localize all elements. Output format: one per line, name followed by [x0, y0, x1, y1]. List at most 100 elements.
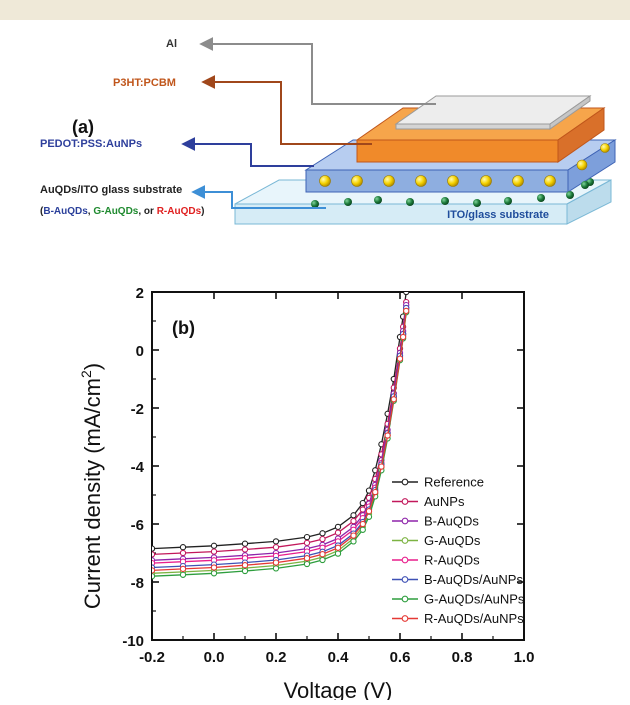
- al-label: Al: [166, 38, 177, 50]
- legend-marker: [401, 576, 409, 583]
- legend-label: G-AuQDs/AuNPs: [424, 592, 525, 607]
- legend-item: Reference: [392, 475, 484, 490]
- data-point: [210, 542, 218, 549]
- data-point: [152, 559, 156, 567]
- series-line: [152, 312, 407, 577]
- x-tick-label: 0.2: [266, 649, 287, 666]
- data-point: [241, 562, 249, 569]
- data-point: [303, 539, 311, 547]
- data-point: [334, 523, 342, 531]
- legend-item: R-AuQDs/AuNPs: [392, 611, 524, 626]
- y-tick-label: -8: [131, 575, 144, 592]
- al-arrow: [199, 37, 436, 105]
- data-point: [319, 535, 326, 543]
- variant-r: R-AuQDs: [157, 206, 202, 217]
- ito-label: ITO/glass substrate: [447, 209, 549, 221]
- panel-b-label: (b): [172, 318, 195, 338]
- auqds-arrow: [191, 185, 326, 209]
- data-point: [365, 508, 373, 515]
- jv-chart: -0.2 0.0 0.2 0.4 0.6 0.8 1.0 -10 -8 -6 -4 -2 0 2 Ref…: [78, 285, 534, 703]
- data-point: [350, 532, 357, 539]
- data-point: [152, 573, 156, 580]
- data-point: [359, 526, 366, 533]
- series-r-auqds: [152, 304, 410, 567]
- legend-marker: [401, 595, 409, 603]
- legend-marker: [401, 517, 409, 525]
- legend-label: AuNPs: [424, 494, 465, 509]
- legend-label: R-AuQDs/AuNPs: [424, 611, 524, 626]
- data-point: [378, 463, 385, 470]
- y-tick-label: -6: [131, 517, 144, 534]
- legend-item: B-AuQDs/AuNPs: [392, 572, 523, 587]
- legend-item: B-AuQDs: [392, 514, 479, 529]
- legend-marker: [401, 537, 409, 544]
- data-point: [390, 396, 397, 403]
- legend-item: G-AuQDs/AuNPs: [392, 592, 525, 607]
- legend-item: G-AuQDs: [392, 533, 481, 548]
- series-line: [152, 307, 407, 564]
- y-axis-label: Current density (mA/cm2): [78, 363, 105, 609]
- series-g-auqds-aunps: [152, 309, 410, 580]
- p3ht-label: P3HT:PCBM: [113, 77, 176, 89]
- legend-item: AuNPs: [392, 494, 465, 509]
- data-point: [272, 559, 280, 566]
- data-point: [396, 355, 404, 362]
- data-point: [372, 488, 379, 496]
- variant-b: B-AuQDs: [43, 206, 88, 217]
- x-tick-label: 0.8: [452, 649, 473, 666]
- data-point: [272, 544, 280, 551]
- series-line: [152, 292, 407, 550]
- p3ht-arrow: [201, 75, 372, 145]
- data-point: [403, 292, 410, 296]
- data-point: [319, 530, 326, 537]
- data-point: [152, 551, 156, 558]
- series-b-auqds: [152, 301, 410, 564]
- series-b-auqds-aunps: [152, 304, 410, 571]
- y-tick-label: -10: [122, 633, 144, 650]
- data-point: [319, 551, 326, 558]
- x-axis-ticks: -0.2 0.0 0.2 0.4 0.6 0.8 1.0: [139, 292, 534, 666]
- data-point: [241, 540, 249, 547]
- x-tick-label: 0.0: [204, 649, 225, 666]
- data-point: [334, 529, 342, 536]
- data-point: [152, 545, 156, 552]
- plot-border: [151, 291, 525, 641]
- legend-item: R-AuQDs: [392, 553, 480, 568]
- data-point: [210, 548, 218, 555]
- gold-nanoparticles: [319, 143, 610, 187]
- data-point: [179, 565, 187, 573]
- legend-label: G-AuQDs: [424, 533, 481, 548]
- x-tick-label: -0.2: [139, 649, 165, 666]
- x-tick-label: 1.0: [514, 649, 535, 666]
- al-layer: [394, 95, 592, 130]
- legend-marker: [401, 478, 409, 486]
- data-point: [303, 533, 311, 541]
- data-point: [334, 550, 342, 557]
- y-axis-ticks: -10 -8 -6 -4 -2 0 2: [122, 285, 524, 650]
- legend: Reference AuNPs B-AuQDs G-AuQDs R-AuQDs B-AuQ…: [392, 475, 525, 626]
- legend-marker: [401, 556, 409, 564]
- data-point: [179, 544, 187, 551]
- panel-a-label: (a): [72, 117, 94, 137]
- data-point: [210, 564, 218, 571]
- y-tick-label: 0: [136, 343, 144, 360]
- data-point: [399, 333, 407, 341]
- data-point: [359, 499, 366, 507]
- x-tick-label: 0.6: [390, 649, 411, 666]
- data-point: [350, 538, 357, 545]
- device-schematic: ITO/glass substrate: [40, 37, 617, 225]
- data-point: [384, 432, 391, 439]
- series-line: [152, 302, 407, 556]
- pedot-label: PEDOT:PSS:AuNPs: [40, 138, 142, 150]
- series-line: [152, 305, 407, 561]
- series-r-auqds-aunps: [152, 307, 410, 574]
- data-point: [272, 565, 280, 572]
- series-line: [152, 307, 407, 569]
- data-point: [359, 520, 366, 528]
- series-layer: [152, 292, 410, 580]
- series-line: [152, 309, 407, 574]
- legend-marker: [401, 615, 409, 622]
- data-point: [350, 517, 357, 525]
- data-point: [319, 556, 326, 564]
- data-point: [303, 560, 311, 568]
